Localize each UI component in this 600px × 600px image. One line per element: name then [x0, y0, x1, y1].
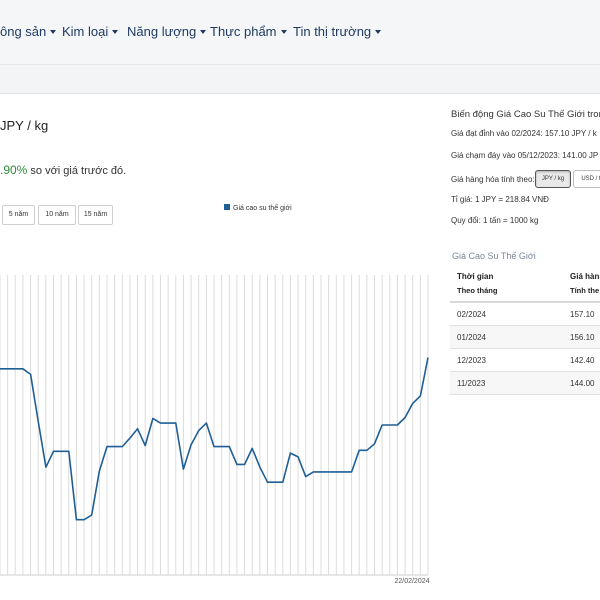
- nav-agriculture[interactable]: ông sản: [0, 24, 57, 39]
- legend-label: Giá cao su thế giới: [233, 205, 292, 212]
- change-text: so với giá trước đó.: [27, 165, 127, 177]
- series-line: [0, 357, 429, 521]
- bottom-info: Giá chạm đáy vào 05/12/2023: 141.00 JP: [451, 151, 599, 160]
- nav-metals-label: Kim loại: [62, 24, 109, 39]
- row-price: 156.10: [563, 325, 600, 349]
- table-row: 02/2024 157.10: [450, 302, 600, 326]
- header-price-sub: Tính the: [570, 285, 600, 295]
- header-time[interactable]: Thời gian Theo tháng: [450, 265, 563, 303]
- row-price: 142.40: [563, 348, 600, 372]
- exchange-rate: Tỉ giá: 1 JPY = 218.84 VNĐ: [451, 195, 549, 204]
- price-change: .90% so với giá trước đó.: [0, 163, 126, 177]
- unit-jpy-button[interactable]: JPY / kg: [535, 170, 571, 188]
- top-nav: ông sản Kim loại Năng lượng Thực phẩm Ti…: [0, 0, 600, 65]
- chevron-down-icon: [280, 29, 287, 34]
- header-time-label: Thời gian: [457, 271, 494, 281]
- range-10y-button[interactable]: 10 năm: [38, 205, 76, 225]
- table-row: 12/2023 142.40: [450, 348, 600, 372]
- chart-legend[interactable]: Giá cao su thế giới: [224, 204, 292, 212]
- chevron-down-icon: [200, 29, 207, 34]
- unit-usd-button[interactable]: USD / t: [573, 170, 600, 188]
- change-percent: .90%: [0, 163, 28, 177]
- table-row: 11/2023 144.00: [450, 371, 600, 395]
- nav-energy[interactable]: Năng lượng: [127, 24, 207, 39]
- row-month: 02/2024: [450, 302, 563, 326]
- table-row: 01/2024 156.10: [450, 325, 600, 349]
- row-price: 157.10: [563, 302, 600, 326]
- chevron-down-icon: [375, 29, 382, 34]
- header-time-sub: Theo tháng: [457, 285, 498, 295]
- price-unit: JPY / kg: [0, 118, 49, 133]
- range-5y-button[interactable]: 5 năm: [2, 205, 35, 225]
- peak-info: Giá đạt đỉnh vào 02/2024: 157.10 JPY / k: [451, 129, 597, 138]
- price-chart: 22/02/2024: [0, 275, 430, 585]
- nav-market-news-label: Tin thị trường: [293, 24, 372, 39]
- nav-market-news[interactable]: Tin thị trường: [293, 24, 382, 39]
- chevron-down-icon: [112, 29, 119, 34]
- nav-agriculture-label: ông sản: [0, 24, 47, 39]
- row-month: 11/2023: [450, 371, 563, 395]
- price-table: Thời gian Theo tháng Giá hàn Tính the 02/2…: [450, 265, 600, 395]
- nav-energy-label: Năng lượng: [127, 24, 197, 39]
- row-price: 144.00: [563, 371, 600, 395]
- unit-conversion: Quy đổi: 1 tấn = 1000 kg: [451, 216, 539, 225]
- legend-swatch: [224, 204, 230, 211]
- unit-selector-label: Giá hàng hóa tính theo:: [451, 175, 535, 184]
- nav-metals[interactable]: Kim loại: [62, 24, 119, 39]
- table-header-row: Thời gian Theo tháng Giá hàn Tính the: [450, 265, 600, 303]
- panel-title: Biến động Giá Cao Su Thế Giới trong: [451, 109, 600, 120]
- table-title: Giá Cao Su Thế Giới: [452, 251, 536, 261]
- x-tick-label: 22/02/2024: [394, 578, 429, 585]
- row-month: 01/2024: [450, 325, 563, 349]
- row-month: 12/2023: [450, 348, 563, 372]
- header-price-label: Giá hàn: [570, 271, 600, 281]
- range-15y-button[interactable]: 15 năm: [78, 205, 113, 225]
- nav-food[interactable]: Thực phẩm: [210, 24, 287, 39]
- sub-bar: [0, 65, 600, 94]
- nav-food-label: Thực phẩm: [210, 24, 277, 39]
- chevron-down-icon: [50, 29, 57, 34]
- header-price[interactable]: Giá hàn Tính the: [563, 265, 600, 303]
